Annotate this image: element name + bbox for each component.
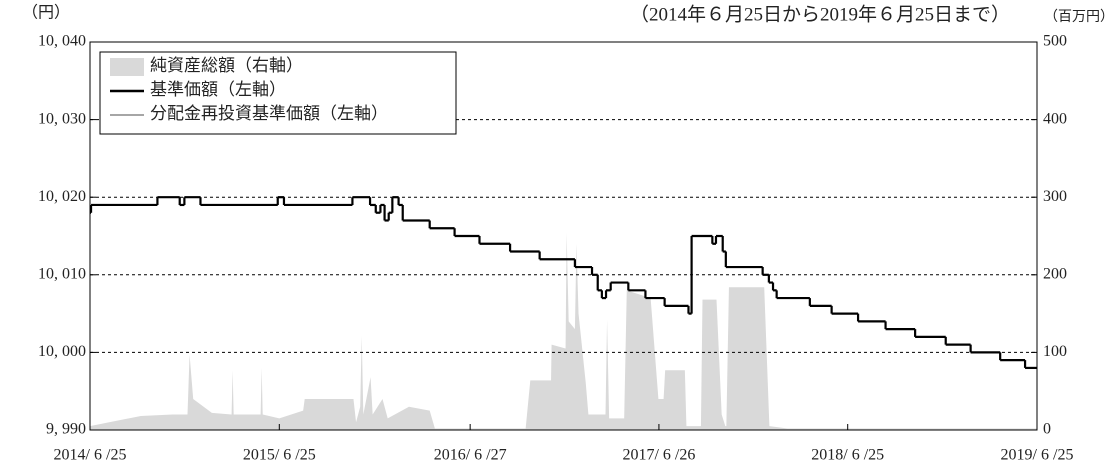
legend-box <box>99 51 457 135</box>
legend-label: 基準価額（左軸） <box>150 80 286 99</box>
legend-label: 純資産総額（右軸） <box>150 56 303 75</box>
y2-label: （百万円） <box>1044 9 1114 25</box>
y2-tick-label: 500 <box>1043 33 1067 50</box>
area <box>90 232 1037 430</box>
x-tick-label: 2015/ 6 /25 <box>243 447 316 464</box>
legend-label: 分配金再投資基準価額（左軸） <box>150 104 388 123</box>
y-tick-label: 10, 020 <box>38 188 86 205</box>
y-label: （円） <box>22 4 70 22</box>
x-tick-label: 2018/ 6 /25 <box>811 447 884 464</box>
x-tick-label: 2017/ 6 /26 <box>622 447 695 464</box>
x-tick-label: 2014/ 6 /25 <box>54 447 127 464</box>
y-tick-label: 10, 010 <box>38 265 86 282</box>
y2-tick-label: 0 <box>1043 421 1051 438</box>
legend-swatch <box>110 58 144 76</box>
y2-tick-label: 200 <box>1043 265 1067 282</box>
y2-tick-label: 100 <box>1043 343 1067 360</box>
y-tick-label: 9, 990 <box>46 421 86 438</box>
plot-frame <box>89 41 1038 431</box>
line-riser <box>90 197 1026 368</box>
y2-tick-label: 400 <box>1043 110 1067 127</box>
x-tick-label: 2019/ 6 /25 <box>1001 447 1074 464</box>
y2-tick-label: 300 <box>1043 188 1067 205</box>
line-riser <box>89 197 1027 368</box>
y-tick-label: 10, 000 <box>38 343 86 360</box>
y-tick-label: 10, 030 <box>38 110 86 127</box>
y-tick-label: 10, 040 <box>38 33 86 50</box>
x-tick-label: 2016/ 6 /27 <box>434 447 507 464</box>
subtitle: （2014年６月25日から2019年６月25日まで） <box>630 3 1010 25</box>
